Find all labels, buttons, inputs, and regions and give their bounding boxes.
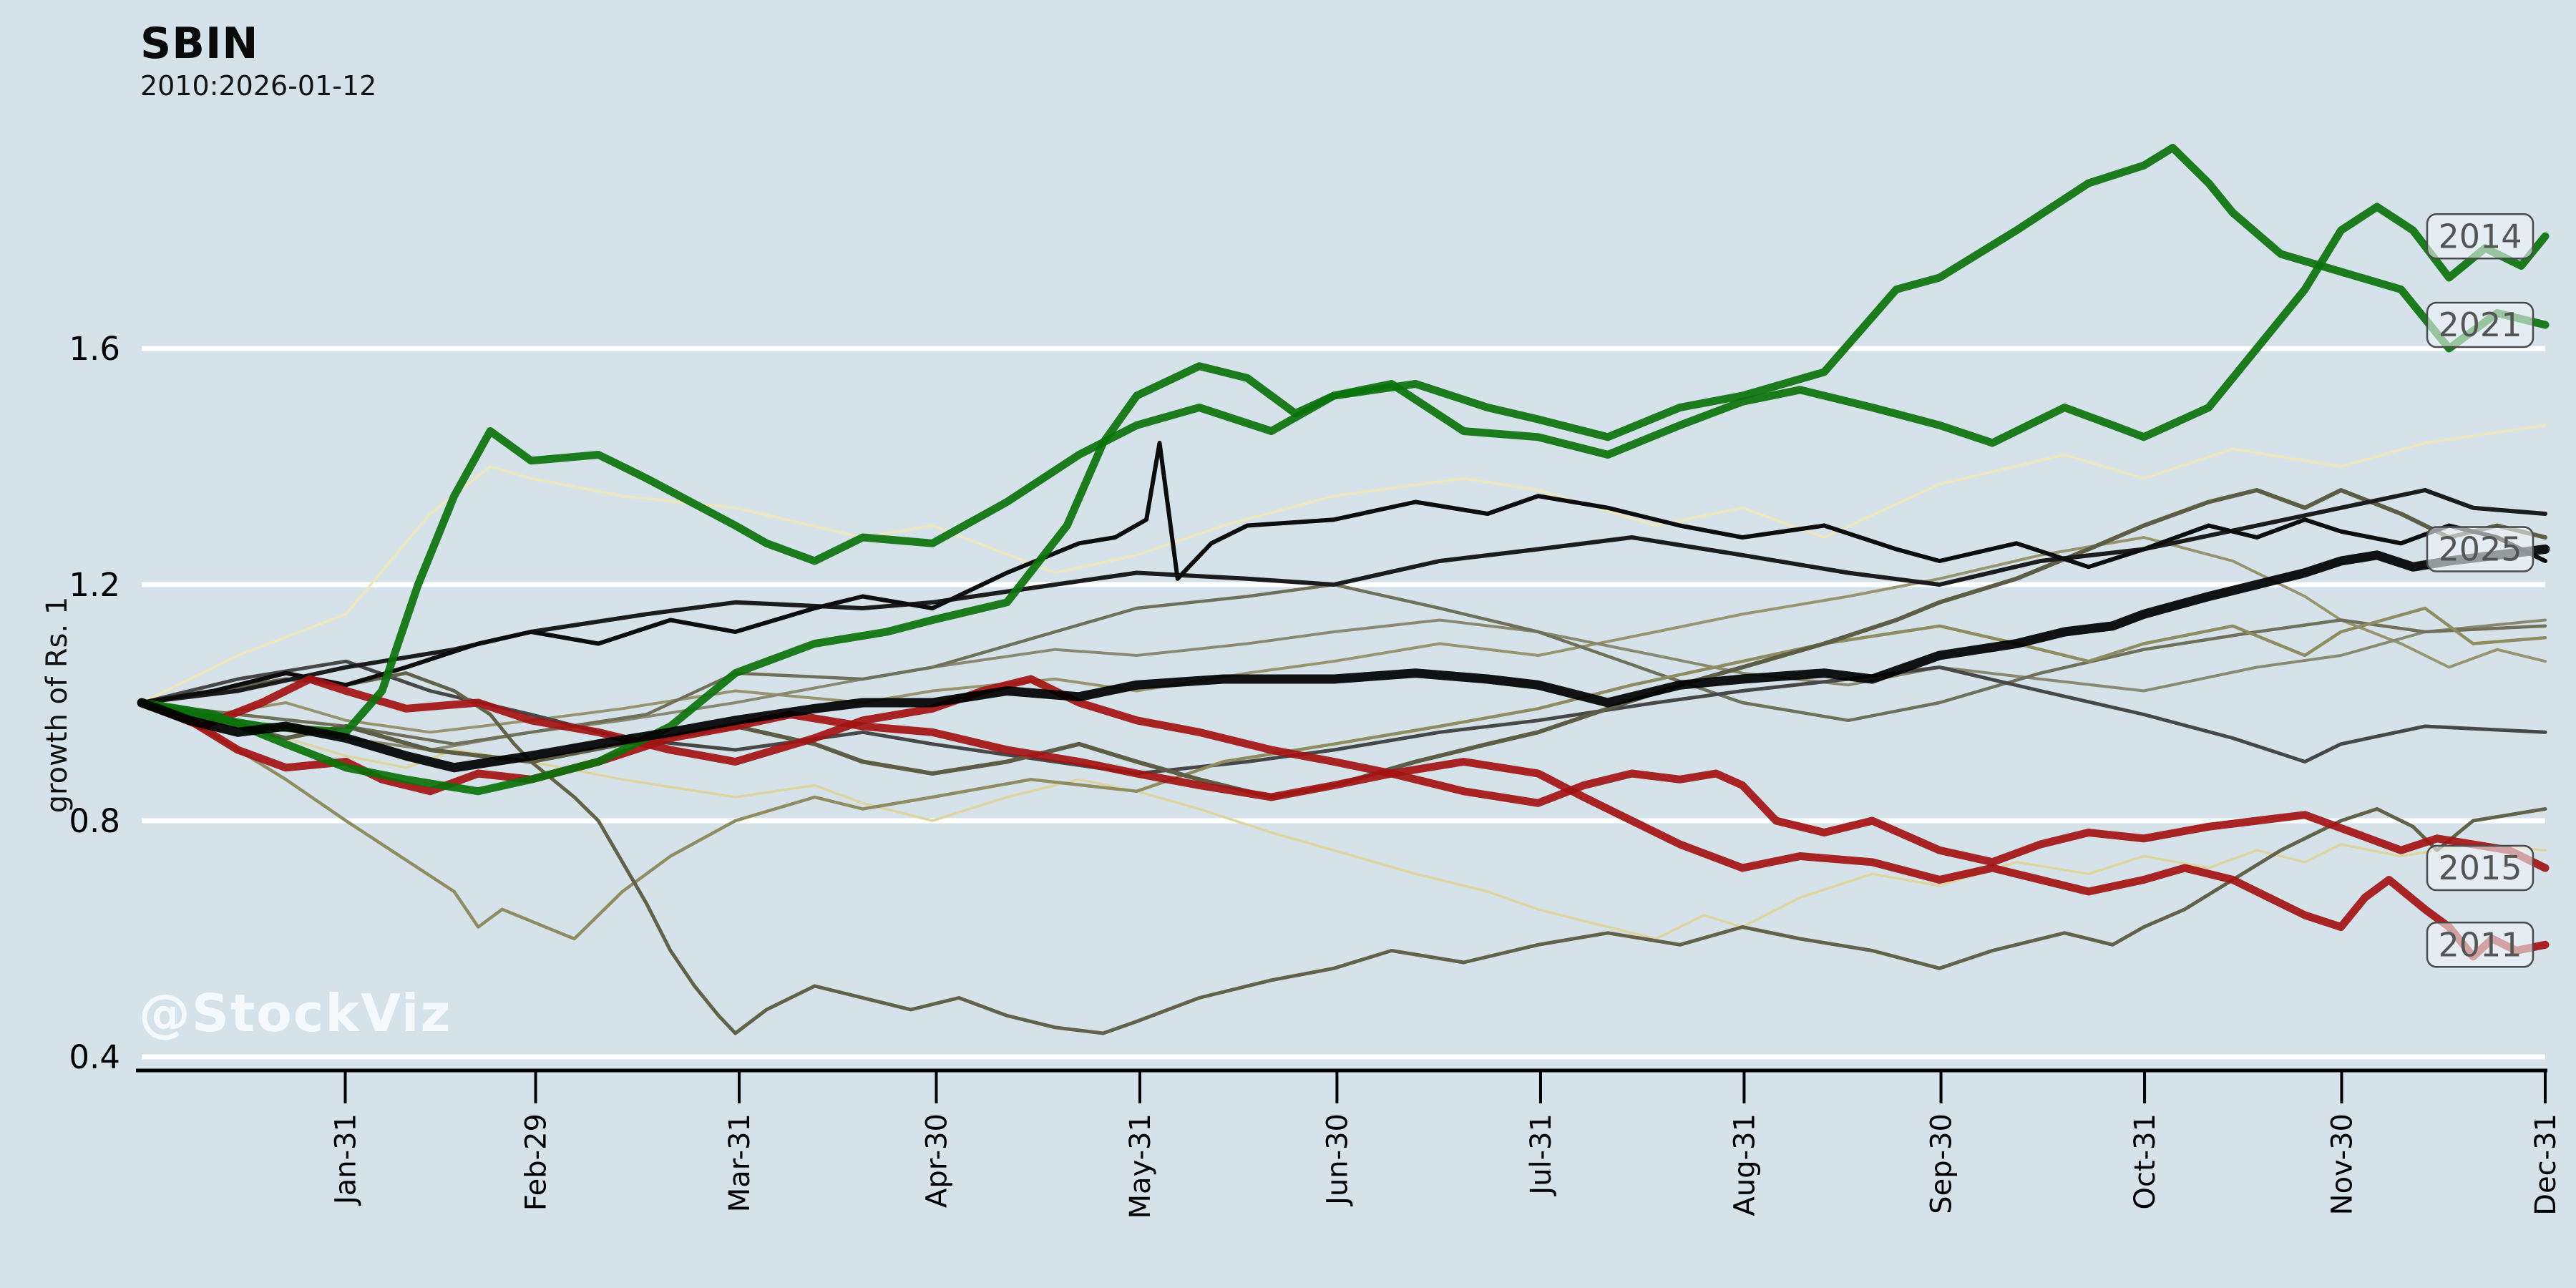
series-2013	[140, 701, 2547, 940]
chart-title: SBIN	[140, 19, 259, 69]
x-tick-label: Oct-31	[2129, 1113, 2162, 1210]
year-label-text: 2011	[2438, 925, 2522, 964]
year-label-text: 2025	[2438, 530, 2522, 569]
x-tick-label: Nov-30	[2326, 1113, 2358, 1215]
series-2016	[140, 606, 2547, 941]
year-label-2011: 2011	[2426, 922, 2534, 968]
y-tick-label: 1.6	[69, 330, 120, 368]
series-2020	[140, 671, 2547, 1035]
year-label-box	[2426, 526, 2534, 572]
y-tick-label: 0.8	[69, 802, 120, 840]
year-label-text: 2014	[2438, 217, 2522, 255]
series-2025	[137, 545, 2550, 773]
year-label-2014: 2014	[2426, 213, 2534, 260]
series-2017	[140, 488, 2547, 705]
series-2015	[137, 675, 2550, 872]
year-label-box	[2426, 213, 2534, 260]
series-2014	[137, 203, 2550, 796]
x-tick-label: Sep-30	[1926, 1113, 1958, 1214]
x-tick-label: Feb-29	[520, 1113, 553, 1211]
year-label-text: 2021	[2438, 306, 2522, 344]
year-label-2021: 2021	[2426, 301, 2534, 348]
year-label-text: 2015	[2438, 849, 2522, 887]
year-label-2015: 2015	[2426, 844, 2534, 892]
year-label-2025: 2025	[2426, 526, 2534, 572]
x-tick-label: Jun-30	[1321, 1113, 1354, 1207]
x-tick-label: Jan-31	[330, 1113, 363, 1206]
year-label-box	[2426, 844, 2534, 892]
y-tick-label: 1.2	[69, 566, 120, 604]
x-tick-label: Jul-31	[1525, 1113, 1558, 1197]
series-2019	[140, 582, 2547, 746]
series-2012	[140, 424, 2547, 704]
x-tick-label: Dec-31	[2529, 1113, 2562, 1216]
x-tick-label: May-31	[1124, 1113, 1157, 1219]
series-2018	[140, 659, 2547, 776]
x-tick-label: Apr-30	[920, 1113, 953, 1208]
series-2024	[140, 441, 2547, 705]
x-tick-label: Aug-31	[1728, 1113, 1761, 1216]
x-tick-label: Mar-31	[723, 1113, 756, 1212]
year-label-box	[2426, 301, 2534, 348]
chart-period: 2010:2026-01-12	[140, 70, 377, 102]
watermark: @StockViz	[139, 983, 452, 1043]
y-tick-label: 0.4	[69, 1038, 120, 1076]
year-label-box	[2426, 922, 2534, 968]
